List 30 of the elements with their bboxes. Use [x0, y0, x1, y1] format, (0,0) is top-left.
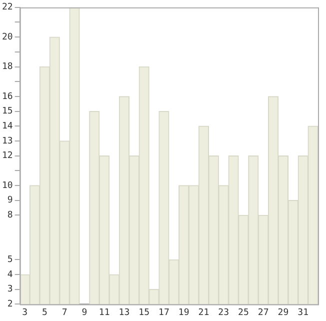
y-tick-label: 9	[7, 196, 13, 206]
x-tick-label: 15	[138, 308, 150, 318]
y-tick-label: 22	[2, 2, 13, 13]
y-tick-label: 15	[2, 106, 13, 117]
y-tick-label: 12	[2, 151, 13, 162]
x-tick-label: 11	[98, 308, 110, 318]
x-tick-label: 23	[218, 308, 230, 318]
x-tick-label: 17	[158, 308, 170, 318]
y-tick-label: 3	[7, 284, 13, 295]
x-tick-label: 9	[82, 308, 88, 318]
y-tick-label: 13	[2, 136, 13, 146]
x-tick-label: 5	[42, 308, 48, 318]
x-tick-label: 19	[178, 308, 190, 318]
y-tick-label: 10	[2, 180, 13, 191]
x-tick-label: 21	[198, 308, 210, 318]
x-tick-label: 31	[298, 308, 309, 318]
x-tick-label: 13	[118, 308, 130, 318]
y-tick-label: 14	[2, 121, 13, 132]
y-tick-label: 2	[7, 300, 13, 310]
x-tick-label: 25	[238, 308, 249, 318]
y-tick-label: 16	[2, 92, 13, 102]
x-tick-label: 7	[62, 308, 68, 318]
y-tick-label: 20	[2, 32, 13, 42]
x-tick-label: 3	[22, 308, 28, 318]
x-tick-label: 27	[258, 308, 269, 318]
y-tick-label: 18	[2, 62, 13, 72]
y-tick-label: 5	[7, 255, 13, 266]
x-tick-label: 29	[278, 308, 289, 318]
y-tick-label: 8	[7, 210, 13, 221]
y-tick-label: 4	[7, 270, 13, 280]
